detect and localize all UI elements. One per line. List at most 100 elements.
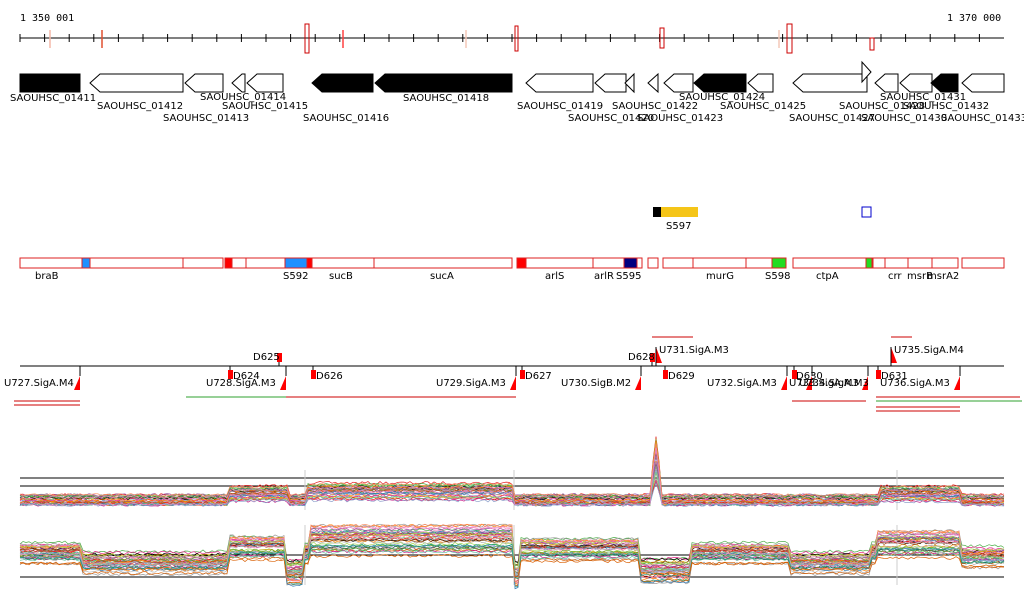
promoter-mark (862, 376, 868, 390)
promoter-mark (635, 376, 641, 390)
ruler-end-label: 1 370 000 (947, 13, 1002, 24)
gene-label: SAOUHSC_01424 (679, 92, 765, 103)
gene-arrow (961, 73, 1005, 93)
segment-label: msrA2 (927, 271, 959, 282)
gene-label: SAOUHSC_01419 (517, 101, 603, 112)
segment-box (865, 257, 873, 269)
gene-arrow (663, 73, 694, 93)
upper-expression-profile (19, 471, 1005, 507)
segment-box (907, 257, 933, 269)
terminator-mark (663, 370, 668, 379)
promoter-label: U729.SigA.M3 (436, 378, 506, 389)
gene-arrow (647, 72, 659, 94)
terminator-label: D627 (525, 371, 552, 382)
terminator-mark (792, 370, 797, 379)
lower-expression-profile (19, 536, 1005, 576)
segment-box (884, 257, 909, 269)
promoter-label: U728.SigA.M3 (206, 378, 276, 389)
promoter-mark (656, 347, 662, 363)
segment-box (306, 257, 313, 269)
segment-box (224, 257, 233, 269)
segment-label: sucB (329, 271, 353, 282)
promoter-label: U734.SigA.M3 (799, 378, 869, 389)
promoter-mark (74, 376, 80, 390)
gene-label: SAOUHSC_01425 (720, 101, 806, 112)
gene-arrow (861, 60, 872, 84)
lower-expression-profile (20, 523, 1005, 583)
segment-box (931, 257, 959, 269)
segment-label: braB (35, 271, 59, 282)
gene-arrow (89, 73, 184, 93)
segment-box (623, 257, 638, 269)
promoter-label: U731.SigA.M3 (659, 345, 729, 356)
gene-label: SAOUHSC_01422 (612, 101, 698, 112)
segment-box (745, 257, 773, 269)
gene-label: SAOUHSC_01431 (880, 92, 966, 103)
segment-label: S595 (616, 271, 641, 282)
terminator-label: D631 (881, 371, 908, 382)
gene-arrow (930, 73, 959, 93)
segment-box (525, 257, 594, 269)
upper-expression-profile (19, 447, 1005, 506)
gene-label: SAOUHSC_01412 (97, 101, 183, 112)
ruler-region (304, 23, 310, 54)
segment-box (647, 257, 659, 269)
segment-box (516, 257, 527, 269)
gene-arrow (874, 73, 899, 93)
gene-arrow (693, 73, 747, 93)
terminator-label: D628 (628, 352, 655, 363)
gene-label: SAOUHSC_01415 (222, 101, 308, 112)
gene-arrow (899, 73, 933, 93)
promoter-label: U732.SigA.M3 (707, 378, 777, 389)
gene-arrow (246, 73, 284, 93)
ruler-region (786, 23, 793, 54)
gene-arrow (525, 73, 594, 93)
gene-label: SAOUHSC_01416 (303, 113, 389, 124)
promoter-label: U730.SigB.M2 (561, 378, 631, 389)
s597-bar (661, 207, 698, 217)
terminator-label: D630 (796, 371, 823, 382)
ruler-region (869, 37, 875, 51)
s597-blue-box (861, 206, 872, 218)
gene-arrow (792, 73, 868, 93)
segment-label: arlS (545, 271, 564, 282)
terminator-mark (650, 353, 655, 362)
gene-label: SAOUHSC_01414 (200, 92, 286, 103)
gene-arrow (231, 73, 246, 93)
promoter-label: U735.SigA.M4 (894, 345, 964, 356)
terminator-label: D626 (316, 371, 343, 382)
ruler-start-label: 1 350 001 (20, 13, 75, 24)
segment-box (19, 257, 83, 269)
terminator-label: D624 (233, 371, 260, 382)
segment-box (311, 257, 375, 269)
segment-box (792, 257, 867, 269)
lower-expression-profile (20, 543, 1005, 580)
terminator-label: D625 (253, 352, 280, 363)
segment-box (636, 257, 643, 269)
segment-box (692, 257, 747, 269)
terminator-mark (876, 370, 881, 379)
segment-box (284, 257, 308, 269)
segment-box (81, 257, 91, 269)
gene-label: SAOUHSC_01432 (903, 101, 989, 112)
terminator-mark (277, 353, 282, 362)
segment-box (872, 257, 886, 269)
s597-track: S597 (653, 206, 872, 232)
gene-label: SAOUHSC_01411 (10, 93, 96, 104)
segment-label: S592 (283, 271, 308, 282)
gene-label: SAOUHSC_01420 (568, 113, 654, 124)
gene-label: SAOUHSC_01418 (403, 93, 489, 104)
ruler-region (659, 27, 665, 49)
promoter-label: U733.SigA.M3 (789, 378, 859, 389)
gene-arrow (594, 73, 627, 93)
promoter-mark (781, 376, 787, 390)
upper-expression-profile (19, 440, 1005, 503)
lower-expression-profile (19, 550, 1005, 573)
ruler-track (19, 23, 1004, 54)
promoter-label: U736.SigA.M3 (880, 378, 950, 389)
gene-label: SAOUHSC_01427 (789, 113, 875, 124)
gene-track: SAOUHSC_01411SAOUHSC_01412SAOUHSC_01413S… (10, 60, 1024, 124)
expression-track (19, 430, 1005, 608)
